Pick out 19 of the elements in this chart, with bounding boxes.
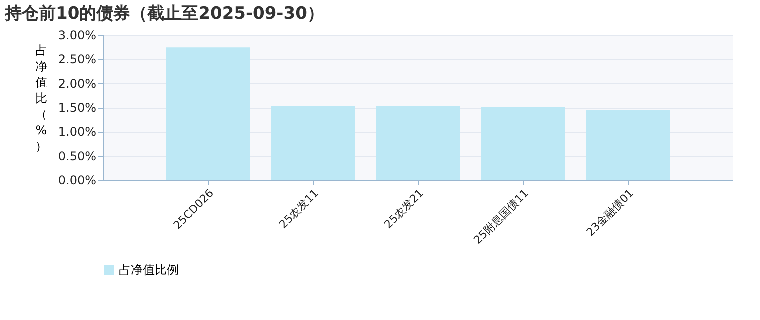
bar [166, 48, 250, 180]
y-tick-label: 0.50% [58, 149, 96, 164]
x-tick-label: 25农发21 [382, 186, 426, 232]
x-tick-label: 25附息国债11 [471, 186, 532, 247]
bar [481, 107, 565, 180]
y-tick-label: 2.50% [58, 52, 96, 67]
x-tick-label: 25农发11 [276, 186, 322, 232]
y-tick-label: 1.00% [58, 125, 96, 140]
bar [586, 110, 670, 180]
chart-title: 持仓前10的债券（截止至2025-09-30） [4, 4, 324, 24]
y-tick-label: 1.50% [58, 101, 96, 115]
y-tick-label: 0.00% [58, 174, 96, 188]
y-axis-title: 占净值比（%） [36, 44, 48, 154]
legend-label: 占净值比例 [119, 263, 179, 277]
y-tick-label: 2.00% [58, 76, 96, 91]
x-tick-label: 23金融债01 [584, 186, 636, 240]
y-tick-label: 3.00% [58, 28, 96, 42]
bar [271, 106, 355, 180]
bar [376, 106, 460, 180]
